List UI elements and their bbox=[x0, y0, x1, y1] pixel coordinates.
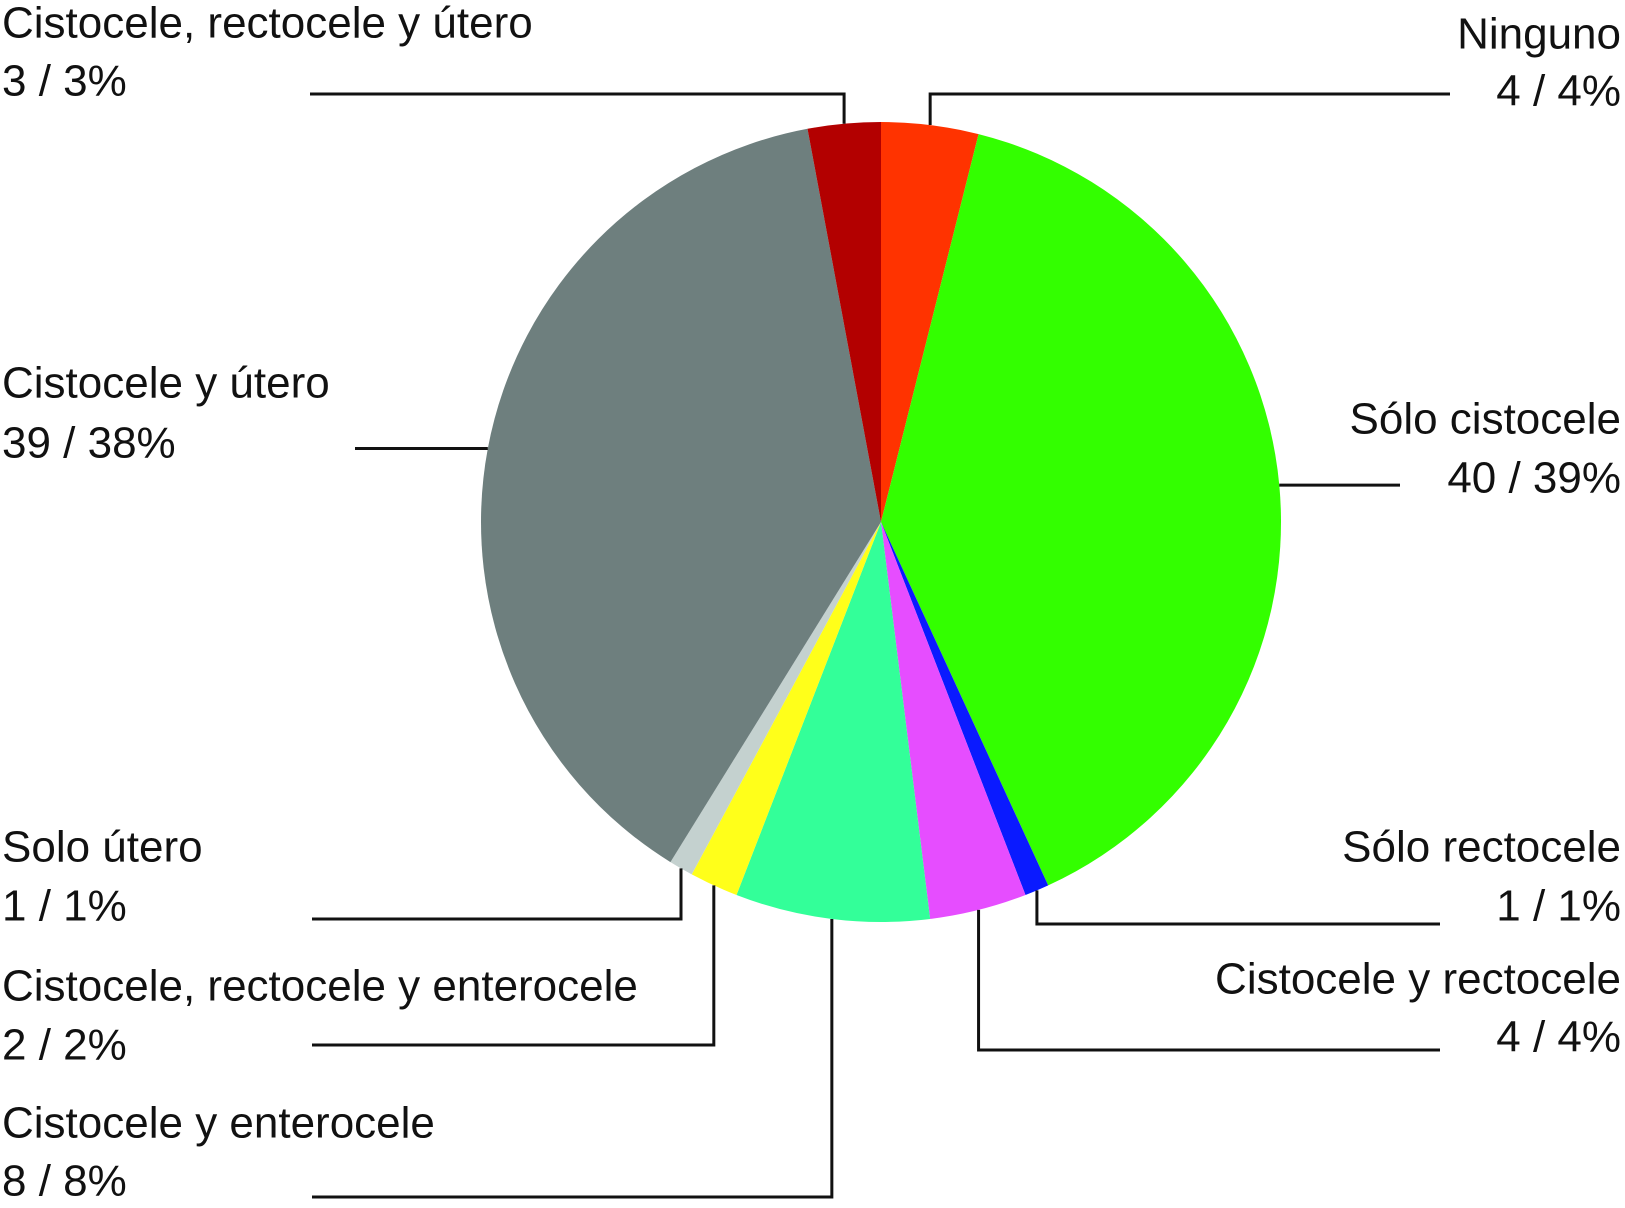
slice-label: Ninguno bbox=[1457, 10, 1621, 59]
leader-line bbox=[1035, 890, 1440, 926]
leader-line bbox=[312, 868, 683, 921]
value-label: 1 / 1% bbox=[2, 882, 127, 931]
leader-line bbox=[312, 918, 834, 1199]
pie-slice bbox=[881, 522, 1026, 919]
pie-slice bbox=[881, 134, 1281, 886]
slice-label: Cistocele, rectocele y útero bbox=[2, 0, 533, 48]
pie-slice bbox=[691, 522, 881, 895]
value-label: 4 / 4% bbox=[1496, 1013, 1621, 1062]
leader-line bbox=[312, 885, 716, 1047]
pie-slice bbox=[807, 122, 881, 522]
leader-line bbox=[977, 909, 1440, 1052]
value-label: 1 / 1% bbox=[1496, 882, 1621, 931]
value-label: 40 / 39% bbox=[1447, 454, 1621, 503]
pie-slice bbox=[881, 522, 1049, 895]
value-label: 39 / 38% bbox=[2, 419, 176, 468]
pie-slice bbox=[670, 522, 881, 875]
slice-label: Cistocele y rectocele bbox=[1215, 955, 1621, 1004]
pie-slice bbox=[881, 122, 979, 522]
value-label: 3 / 3% bbox=[2, 57, 127, 106]
slice-label: Sólo cistocele bbox=[1350, 395, 1621, 444]
slice-label: Cistocele y enterocele bbox=[2, 1099, 435, 1148]
leader-line bbox=[928, 92, 1450, 126]
value-label: 8 / 8% bbox=[2, 1157, 127, 1206]
value-label: 4 / 4% bbox=[1496, 67, 1621, 116]
slice-label: Cistocele y útero bbox=[2, 359, 330, 408]
pie-slice bbox=[480, 128, 881, 863]
pie-slice bbox=[736, 522, 931, 922]
leader-line bbox=[310, 92, 846, 124]
value-label: 2 / 2% bbox=[2, 1021, 127, 1070]
slice-label: Cistocele, rectocele y enterocele bbox=[2, 962, 638, 1011]
slice-label: Sólo rectocele bbox=[1342, 823, 1621, 872]
slice-label: Solo útero bbox=[2, 823, 203, 872]
